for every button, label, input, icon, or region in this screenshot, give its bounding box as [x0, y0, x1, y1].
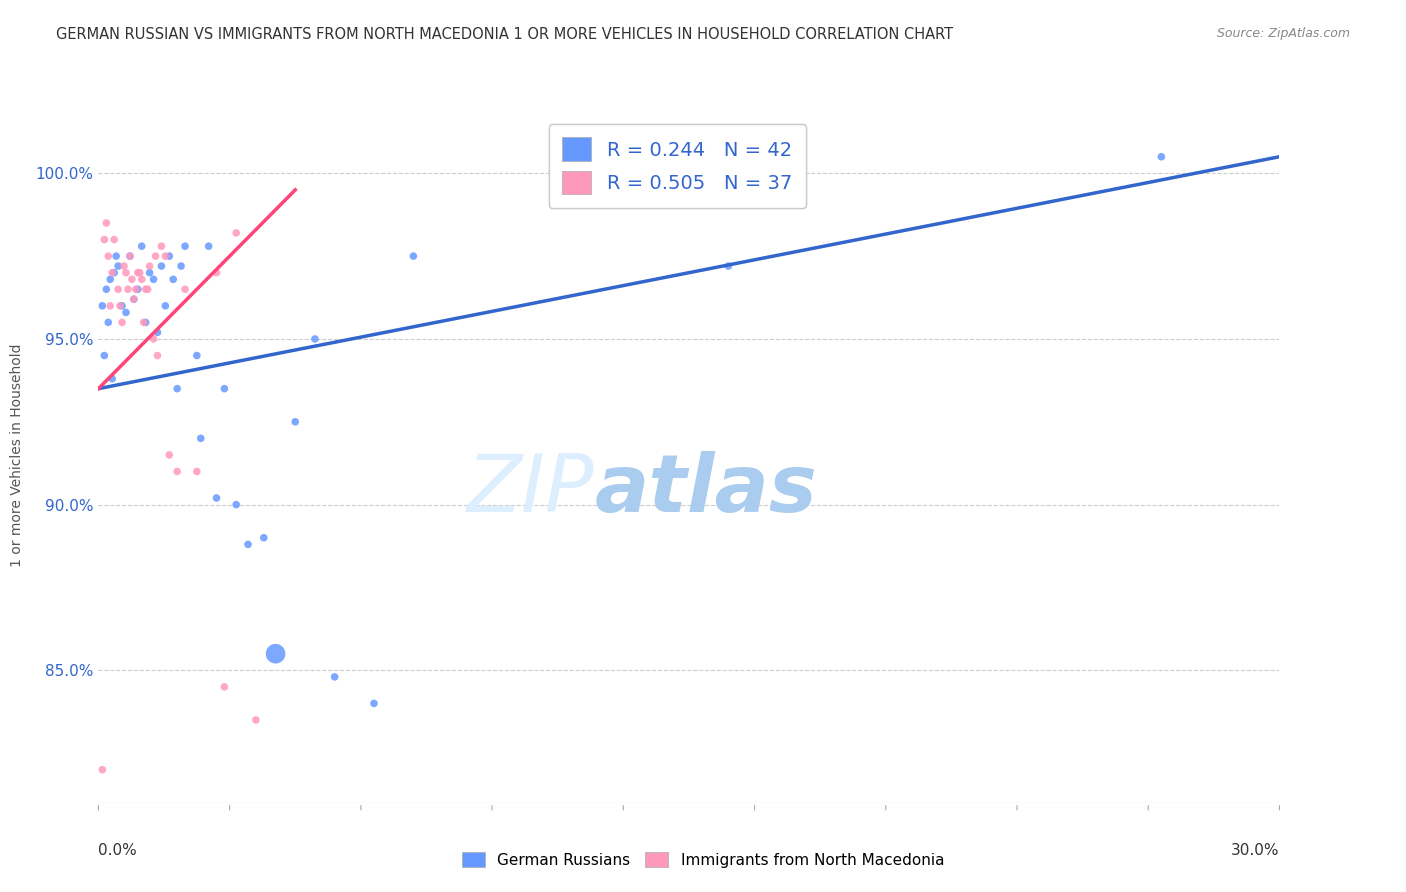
Point — [162, 272, 184, 286]
Point — [146, 326, 169, 340]
Point — [155, 299, 177, 313]
Point — [91, 763, 114, 777]
Point — [131, 239, 153, 253]
Point — [166, 382, 188, 396]
Point — [205, 266, 228, 280]
Point — [107, 282, 129, 296]
Point — [103, 233, 125, 247]
Point — [214, 680, 236, 694]
Text: Source: ZipAtlas.com: Source: ZipAtlas.com — [1216, 27, 1350, 40]
Point — [174, 239, 197, 253]
Point — [157, 448, 180, 462]
Point — [118, 249, 141, 263]
Point — [157, 249, 180, 263]
Point — [253, 531, 276, 545]
Point — [107, 259, 129, 273]
Text: GERMAN RUSSIAN VS IMMIGRANTS FROM NORTH MACEDONIA 1 OR MORE VEHICLES IN HOUSEHOL: GERMAN RUSSIAN VS IMMIGRANTS FROM NORTH … — [56, 27, 953, 42]
Point — [304, 332, 326, 346]
Text: 0.0%: 0.0% — [98, 843, 138, 857]
Point — [186, 349, 208, 363]
Point — [142, 272, 165, 286]
Point — [166, 465, 188, 479]
Point — [96, 216, 118, 230]
Point — [117, 282, 139, 296]
Point — [135, 282, 157, 296]
Text: 30.0%: 30.0% — [1232, 843, 1279, 857]
Point — [323, 670, 346, 684]
Point — [142, 332, 165, 346]
Point — [135, 315, 157, 329]
Point — [115, 266, 138, 280]
Point — [98, 272, 121, 286]
Y-axis label: 1 or more Vehicles in Household: 1 or more Vehicles in Household — [10, 343, 24, 566]
Text: atlas: atlas — [595, 450, 817, 529]
Point — [197, 239, 219, 253]
Point — [101, 372, 124, 386]
Point — [145, 249, 167, 263]
Point — [122, 292, 145, 306]
Point — [138, 259, 160, 273]
Point — [236, 537, 259, 551]
Point — [91, 299, 114, 313]
Legend: German Russians, Immigrants from North Macedonia: German Russians, Immigrants from North M… — [454, 844, 952, 875]
Point — [205, 491, 228, 505]
Point — [96, 282, 118, 296]
Point — [125, 282, 148, 296]
Point — [111, 315, 134, 329]
Point — [108, 299, 131, 313]
Point — [121, 272, 143, 286]
Point — [128, 266, 150, 280]
Point — [155, 249, 177, 263]
Point — [186, 465, 208, 479]
Point — [122, 292, 145, 306]
Point — [97, 249, 120, 263]
Point — [363, 697, 385, 711]
Point — [138, 266, 160, 280]
Point — [131, 272, 153, 286]
Point — [105, 249, 128, 263]
Point — [150, 239, 173, 253]
Point — [245, 713, 267, 727]
Point — [264, 647, 287, 661]
Point — [146, 349, 169, 363]
Point — [225, 226, 247, 240]
Point — [101, 266, 124, 280]
Legend: R = 0.244   N = 42, R = 0.505   N = 37: R = 0.244 N = 42, R = 0.505 N = 37 — [548, 124, 806, 208]
Point — [190, 431, 212, 445]
Point — [174, 282, 197, 296]
Text: ZIP: ZIP — [467, 450, 595, 529]
Point — [103, 266, 125, 280]
Point — [127, 282, 149, 296]
Point — [150, 259, 173, 273]
Point — [225, 498, 247, 512]
Point — [112, 259, 135, 273]
Point — [93, 233, 115, 247]
Point — [93, 349, 115, 363]
Point — [1150, 150, 1173, 164]
Point — [98, 299, 121, 313]
Point — [115, 305, 138, 319]
Point — [127, 266, 149, 280]
Point — [111, 299, 134, 313]
Point — [97, 315, 120, 329]
Point — [717, 259, 740, 273]
Point — [170, 259, 193, 273]
Point — [214, 382, 236, 396]
Point — [132, 315, 155, 329]
Point — [118, 249, 141, 263]
Point — [136, 282, 159, 296]
Point — [402, 249, 425, 263]
Point — [284, 415, 307, 429]
